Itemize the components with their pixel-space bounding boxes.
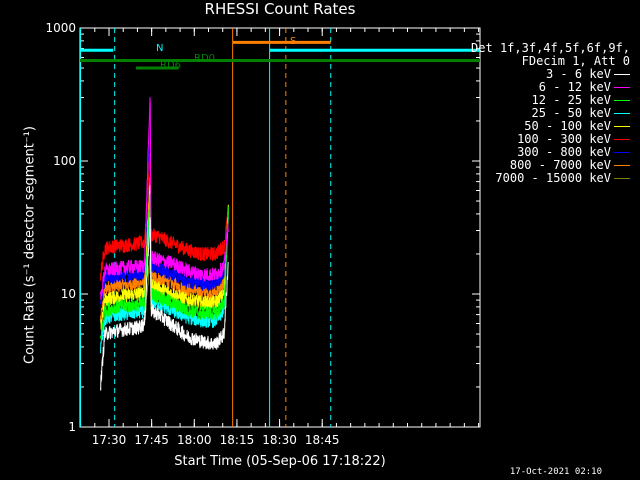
legend-item: 300 - 800 keV [470, 146, 630, 159]
legend-item: 50 - 100 keV [470, 120, 630, 133]
series-line-6-12-kev [100, 97, 229, 300]
annotation-label-rd6: RD6 [160, 60, 181, 71]
y-tick-label: 100 [53, 154, 76, 168]
legend-swatch [614, 178, 630, 179]
plot-timestamp: 17-Oct-2021 02:10 [509, 467, 602, 477]
legend-item-label: 300 - 800 keV [517, 145, 611, 159]
x-tick-label: 18:30 [262, 433, 297, 447]
y-axis-label: Count Rate (s⁻¹ detector segment⁻¹) [22, 126, 38, 364]
annotation-label-rd0: RD0 [194, 53, 215, 64]
series-line-100-300-kev [100, 153, 229, 281]
legend-header-line1: Det 1f,3f,4f,5f,6f,9f, [471, 41, 630, 55]
legend-item: 7000 - 15000 keV [470, 172, 630, 185]
legend-item: 800 - 7000 keV [470, 159, 630, 172]
legend-item: 3 - 6 keV [470, 68, 630, 81]
legend-swatch [614, 100, 630, 101]
x-axis-label: Start Time (05-Sep-06 17:18:22) [174, 454, 386, 469]
series-line-3-6-kev [100, 217, 229, 391]
legend-item: 6 - 12 keV [470, 81, 630, 94]
legend-swatch [614, 165, 630, 166]
chart-title: RHESSI Count Rates [204, 0, 356, 18]
legend-swatch [614, 139, 630, 140]
series-line-12-25-kev [100, 193, 229, 340]
legend-swatch [614, 126, 630, 127]
x-tick-label: 17:30 [92, 433, 127, 447]
x-tick-label: 18:00 [177, 433, 212, 447]
legend: Det 1f,3f,4f,5f,6f,9f, FDecim 1, Att 0 3… [470, 42, 630, 185]
legend-swatch [614, 87, 630, 88]
y-tick-label: 1000 [45, 21, 76, 35]
x-tick-label: 18:45 [305, 433, 340, 447]
legend-item: 12 - 25 keV [470, 94, 630, 107]
legend-swatch [614, 74, 630, 75]
annotation-label-s: S [290, 36, 296, 47]
x-tick-label: 17:45 [134, 433, 169, 447]
legend-item-label: 50 - 100 keV [524, 119, 611, 133]
legend-item-label: 7000 - 15000 keV [495, 171, 611, 185]
x-tick-label: 18:15 [220, 433, 255, 447]
legend-item-label: 6 - 12 keV [538, 80, 611, 94]
legend-item-label: 3 - 6 keV [545, 67, 611, 81]
legend-item-label: 25 - 50 keV [531, 106, 611, 120]
legend-swatch [614, 113, 630, 114]
legend-header-line2: FDecim 1, Att 0 [521, 54, 630, 68]
y-tick-label: 1 [68, 420, 76, 434]
legend-item-label: 100 - 300 keV [517, 132, 611, 146]
legend-item: 100 - 300 keV [470, 133, 630, 146]
legend-swatch [614, 152, 630, 153]
legend-item: 25 - 50 keV [470, 107, 630, 120]
annotation-label-n: N [156, 43, 163, 54]
legend-item-label: 12 - 25 keV [531, 93, 611, 107]
y-tick-label: 10 [61, 287, 76, 301]
series-line-300-800-kev [100, 125, 229, 309]
plot-frame [79, 27, 481, 428]
legend-item-label: 800 - 7000 keV [509, 158, 611, 172]
